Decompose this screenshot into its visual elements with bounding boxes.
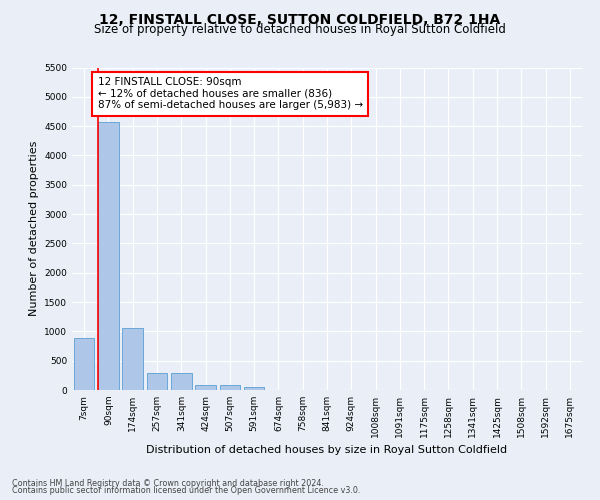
Bar — [171, 373, 191, 390]
Bar — [146, 373, 167, 390]
Bar — [244, 387, 265, 390]
Text: Contains public sector information licensed under the Open Government Licence v3: Contains public sector information licen… — [12, 486, 361, 495]
Text: 12, FINSTALL CLOSE, SUTTON COLDFIELD, B72 1HA: 12, FINSTALL CLOSE, SUTTON COLDFIELD, B7… — [100, 12, 500, 26]
Bar — [98, 122, 119, 390]
Bar — [122, 328, 143, 390]
Bar — [220, 386, 240, 390]
Bar — [195, 386, 216, 390]
Text: Contains HM Land Registry data © Crown copyright and database right 2024.: Contains HM Land Registry data © Crown c… — [12, 478, 324, 488]
Text: Size of property relative to detached houses in Royal Sutton Coldfield: Size of property relative to detached ho… — [94, 22, 506, 36]
Y-axis label: Number of detached properties: Number of detached properties — [29, 141, 38, 316]
Text: 12 FINSTALL CLOSE: 90sqm
← 12% of detached houses are smaller (836)
87% of semi-: 12 FINSTALL CLOSE: 90sqm ← 12% of detach… — [97, 78, 362, 110]
Bar — [74, 338, 94, 390]
X-axis label: Distribution of detached houses by size in Royal Sutton Coldfield: Distribution of detached houses by size … — [146, 446, 508, 456]
